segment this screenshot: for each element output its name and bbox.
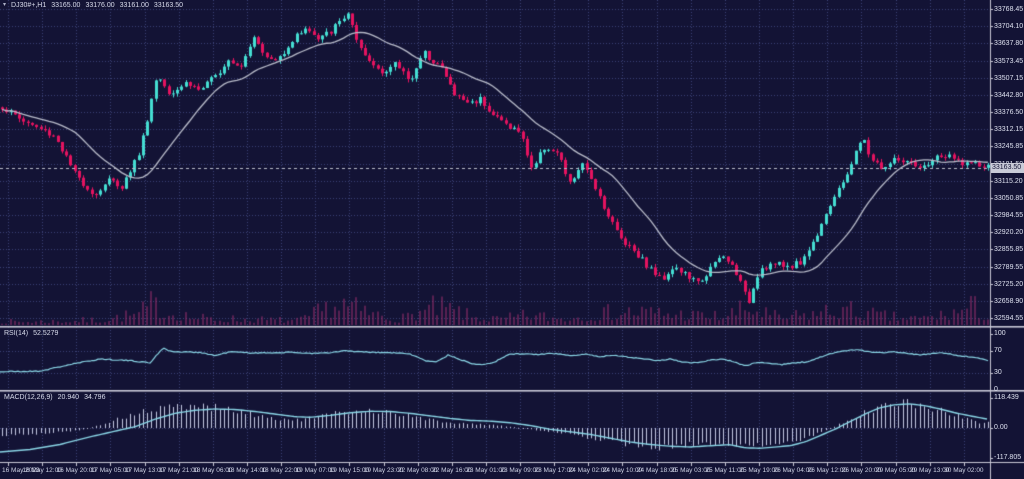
rsi-indicator-label: RSI(14) 52.5279 <box>4 330 58 337</box>
time-axis-label: 19 May 07:00 <box>295 467 335 474</box>
price-axis-label: 32855.85 <box>994 245 1024 253</box>
high-value: 33176.00 <box>85 2 115 9</box>
price-axis-label: 33704.10 <box>994 22 1024 30</box>
time-axis-label: 24 May 02:00 <box>568 467 609 474</box>
time-axis-label: 26 May 04:00 <box>773 467 813 474</box>
macd-axis-label: -117.805 <box>994 453 1022 461</box>
close-value: 33163.50 <box>153 2 184 9</box>
time-axis-label: 16 May 2023 <box>2 467 40 474</box>
rsi-axis-label: 0 <box>994 385 998 393</box>
price-axis[interactable] <box>990 0 1024 462</box>
time-axis-label: 23 May 01:00 <box>466 467 506 474</box>
current-price-tag: 33163.50 <box>991 163 1024 173</box>
price-axis-label: 32984.55 <box>994 211 1024 219</box>
symbol-marker-icon: ▾ <box>3 2 7 8</box>
time-axis-label: 18 May 22:00 <box>261 467 301 474</box>
price-axis-label: 33573.45 <box>994 57 1024 65</box>
price-axis-label: 32920.20 <box>994 228 1024 236</box>
price-axis-label: 33245.85 <box>994 142 1024 150</box>
macd-signal-value: 34.796 <box>84 394 106 401</box>
time-axis-label: 24 May 10:00 <box>602 467 643 474</box>
price-axis-label: 32725.20 <box>994 280 1024 288</box>
time-axis-label: 23 May 17:00 <box>534 467 574 474</box>
time-axis-label: 29 May 13:00 <box>910 467 950 474</box>
rsi-axis-label: 100 <box>994 330 1006 337</box>
time-axis-label: 25 May 19:00 <box>739 467 779 474</box>
price-axis-label: 32658.90 <box>994 297 1024 305</box>
symbol-timeframe-label: DJ30#+,H1 <box>11 2 47 9</box>
time-axis-label: 16 May 12:00 <box>22 467 62 474</box>
price-axis-label: 33507.15 <box>994 74 1024 82</box>
rsi-name: RSI(14) <box>4 330 29 337</box>
time-axis-label: 18 May 14:00 <box>227 467 267 474</box>
time-axis-label: 17 May 13:00 <box>124 467 165 474</box>
time-axis-label: 26 May 20:00 <box>841 467 882 474</box>
macd-axis-label: 118.439 <box>994 393 1019 401</box>
price-axis-label: 33768.45 <box>994 5 1024 13</box>
time-axis-label: 17 May 21:00 <box>158 467 199 474</box>
rsi-value: 52.5279 <box>33 330 59 337</box>
low-value: 33161.00 <box>119 2 149 9</box>
symbol-ohlc-readout: ▾ DJ30#+,H1 33165.00 33176.00 33161.00 3… <box>3 2 183 9</box>
macd-axis-label: 0.00 <box>994 424 1008 431</box>
macd-indicator-label: MACD(12,26,9) 20.940 34.796 <box>4 394 105 401</box>
time-axis-label: 22 May 16:00 <box>432 467 472 474</box>
macd-main-value: 20.940 <box>57 394 80 401</box>
price-axis-label: 33312.15 <box>994 125 1024 133</box>
open-value: 33165.00 <box>51 2 81 9</box>
price-axis-label: 33637.80 <box>994 39 1024 47</box>
price-axis-label: 32789.55 <box>994 263 1024 271</box>
time-axis-label: 25 May 03:00 <box>671 467 711 474</box>
time-axis-label: 17 May 05:00 <box>90 467 131 474</box>
time-axis-label: 19 May 23:00 <box>363 467 404 474</box>
rsi-axis-label: 70 <box>994 346 1002 354</box>
time-axis-label: 16 May 20:00 <box>56 467 96 474</box>
time-axis-label: 22 May 08:00 <box>397 467 438 474</box>
time-axis-label: 23 May 09:00 <box>500 467 540 474</box>
time-axis[interactable] <box>0 463 990 479</box>
price-axis-label: 33442.80 <box>994 91 1024 99</box>
price-axis-label: 33050.85 <box>994 194 1024 202</box>
time-axis-label: 25 May 11:00 <box>705 467 745 474</box>
price-axis-label: 32594.55 <box>994 314 1024 322</box>
price-axis-label: 33115.20 <box>994 177 1023 185</box>
macd-name: MACD(12,26,9) <box>4 394 53 401</box>
time-axis-label: 30 May 02:00 <box>944 467 984 474</box>
rsi-axis-label: 30 <box>994 368 1002 376</box>
time-axis-label: 29 May 05:00 <box>875 467 916 474</box>
time-axis-label: 26 May 12:00 <box>807 467 847 474</box>
time-axis-label: 19 May 15:00 <box>329 467 370 474</box>
price-axis-label: 33376.50 <box>994 108 1024 116</box>
time-axis-label: 24 May 18:00 <box>636 467 677 474</box>
time-axis-label: 18 May 06:00 <box>193 467 233 474</box>
